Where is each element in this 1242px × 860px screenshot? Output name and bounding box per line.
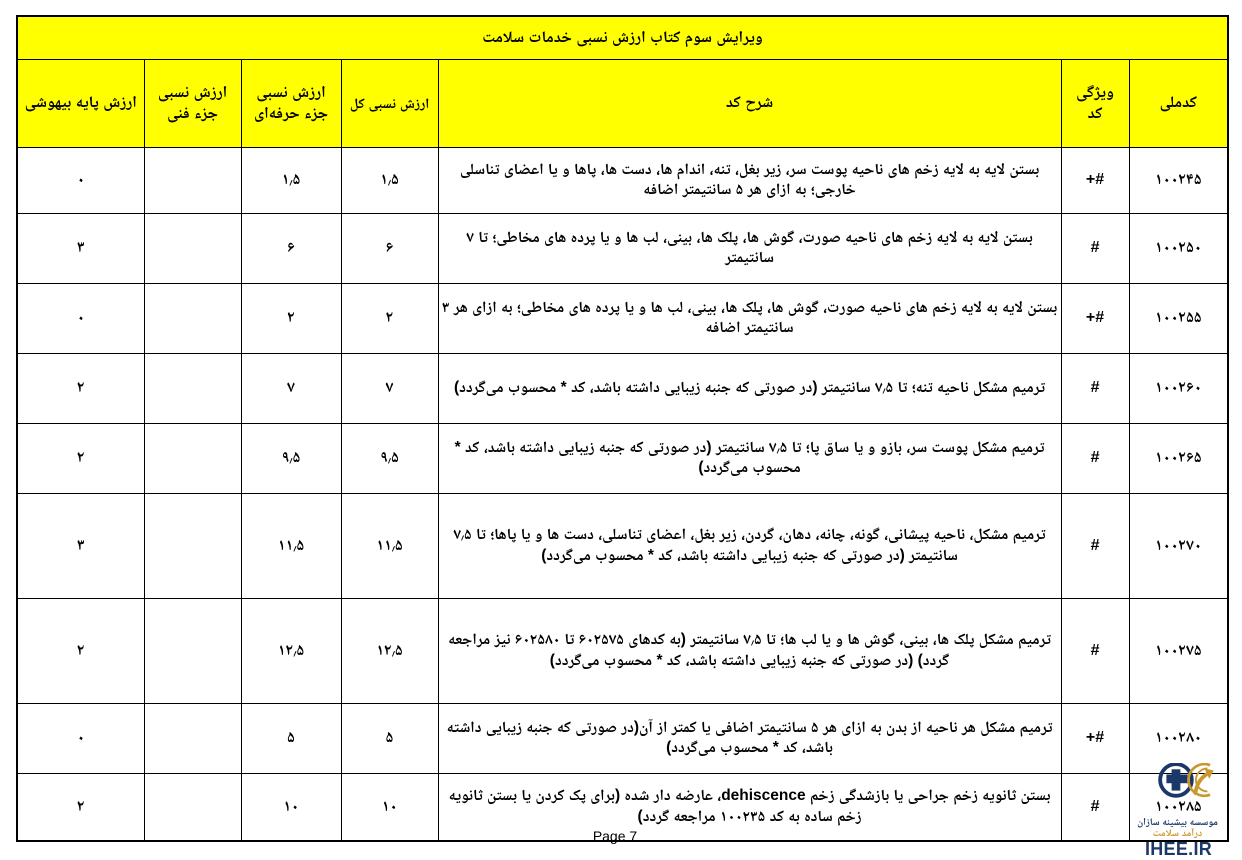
svg-text:AI: AI <box>1164 766 1168 770</box>
